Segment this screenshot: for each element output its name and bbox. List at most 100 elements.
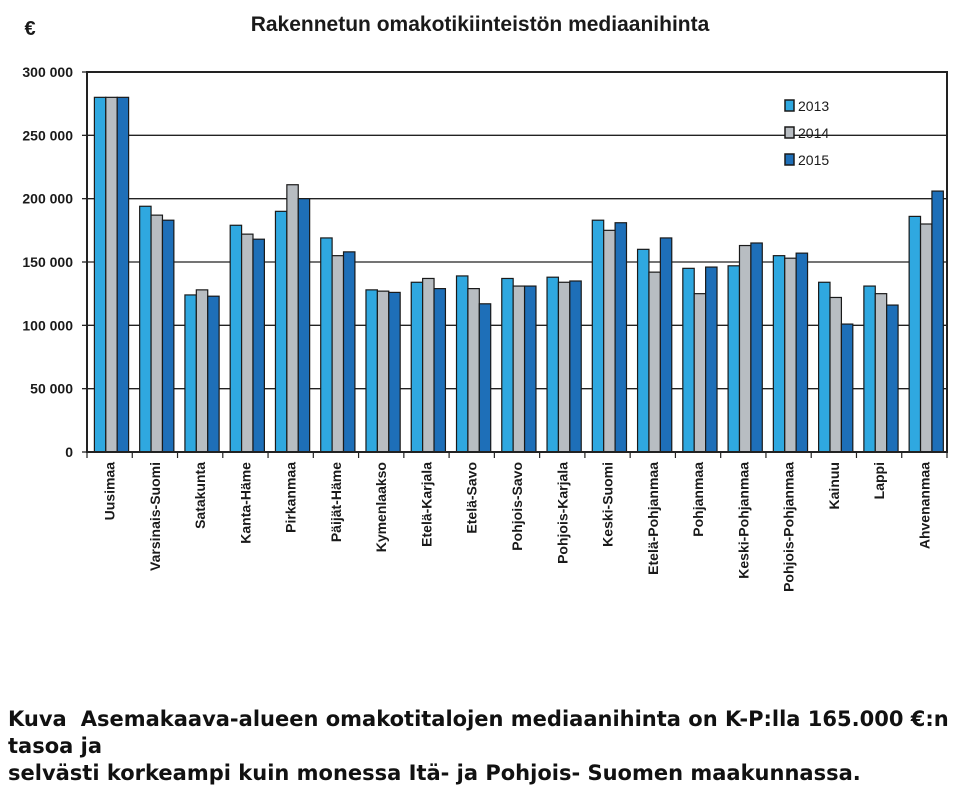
bar-2014 — [512, 285, 526, 453]
caption-text-1: Asemakaava-alueen omakotitalojen mediaan… — [8, 707, 949, 758]
bar-2014 — [738, 244, 752, 453]
bar-2014 — [874, 293, 888, 453]
bar-2015 — [433, 288, 447, 453]
bars — [86, 96, 948, 458]
figure-caption: Kuva Asemakaava-alueen omakotitalojen med… — [8, 706, 953, 787]
bar-2014 — [376, 290, 390, 453]
x-tick-label: Pohjanmaa — [690, 462, 706, 537]
bar-2014 — [240, 233, 254, 453]
bar-2015 — [297, 198, 311, 453]
bar-2014 — [829, 296, 843, 453]
bar-group — [365, 289, 401, 453]
bar-2013 — [636, 248, 650, 453]
bar-2013 — [727, 265, 741, 453]
y-tick-label: 250 000 — [22, 127, 73, 143]
x-tick-label: Varsinais-Suomi — [147, 462, 163, 571]
bar-group — [772, 252, 809, 453]
bar-2014 — [150, 214, 164, 453]
bar-group — [93, 96, 130, 453]
bar-2015 — [795, 252, 809, 453]
x-tick-label: Keski-Suomi — [600, 462, 616, 547]
y-tick-label: 300 000 — [22, 64, 73, 80]
y-tick-label: 150 000 — [22, 254, 73, 270]
legend-swatch-2013 — [784, 99, 795, 112]
bar-group — [546, 276, 582, 453]
bar-2015 — [614, 222, 628, 453]
legend-label-2013: 2013 — [798, 98, 829, 114]
y-axis-label: € — [24, 18, 35, 40]
bar-2014 — [784, 257, 797, 453]
plot-frame — [86, 71, 948, 453]
bar-2015 — [478, 303, 492, 453]
bar-2015 — [750, 242, 763, 453]
bar-group — [139, 205, 175, 453]
x-tick-label: Pohjois-Pohjanmaa — [781, 462, 797, 592]
bar-2015 — [523, 285, 537, 453]
bar-2014 — [603, 229, 616, 453]
x-tick-label: Pirkanmaa — [283, 462, 299, 533]
bar-2015 — [116, 96, 130, 453]
bar-2013 — [908, 215, 922, 453]
bar-group — [274, 184, 311, 453]
bar-2015 — [705, 266, 718, 453]
bar-2015 — [207, 295, 220, 453]
bar-group — [184, 289, 220, 453]
y-axis-ticks: 0 50 000 100 000 150 000 200 000 250 000 300 0… — [22, 64, 87, 460]
x-tick-label: Kymenlaakso — [373, 462, 389, 552]
bar-2015 — [252, 238, 265, 453]
y-tick-label: 50 000 — [30, 381, 73, 397]
legend-label-2014: 2014 — [798, 125, 829, 141]
bar-group — [229, 224, 265, 453]
bar-2015 — [569, 280, 582, 453]
bar-2013 — [682, 267, 695, 453]
bar-group — [818, 281, 854, 453]
bar-2013 — [863, 285, 876, 453]
bar-2015 — [342, 251, 356, 453]
bar-2014 — [648, 271, 661, 453]
bar-group — [908, 190, 944, 453]
legend-swatch-2014 — [784, 126, 795, 139]
x-tick-label: Keski-Pohjanmaa — [735, 462, 751, 579]
bar-2013 — [455, 275, 469, 453]
x-tick-label: Etelä-Savo — [464, 462, 480, 534]
y-tick-label: 100 000 — [22, 317, 73, 333]
bar-2014 — [693, 293, 707, 453]
bar-2013 — [410, 281, 424, 453]
bar-2015 — [840, 323, 854, 453]
bar-2014 — [105, 96, 118, 453]
bar-2015 — [161, 219, 175, 453]
bar-group — [410, 277, 447, 453]
x-tick-label: Päijät-Häme — [328, 462, 344, 542]
bar-2015 — [886, 304, 899, 453]
bar-2013 — [501, 277, 514, 453]
bar-group — [501, 277, 537, 453]
bar-2013 — [184, 294, 197, 453]
x-tick-label: Etelä-Pohjanmaa — [645, 462, 661, 575]
x-tick-label: Satakunta — [192, 462, 208, 529]
x-tick-label: Pohjois-Savo — [509, 462, 525, 551]
bar-2014 — [422, 277, 435, 453]
legend: 2013 2014 2015 — [784, 98, 829, 168]
bar-2013 — [274, 210, 288, 453]
caption-label: Kuva — [8, 707, 67, 731]
bar-2014 — [195, 289, 209, 453]
bar-2015 — [931, 190, 944, 453]
bar-group — [636, 237, 673, 453]
bar-group — [727, 242, 763, 453]
x-axis-labels: Uusimaa Varsinais-Suomi Satakunta Kanta-Häm… — [102, 462, 933, 592]
x-tick-label: Kanta-Häme — [237, 462, 253, 544]
bar-2013 — [139, 205, 152, 453]
x-tick-label: Pohjois-Karjala — [554, 462, 570, 564]
legend-label-2015: 2015 — [798, 152, 829, 168]
caption-line-1: Kuva Asemakaava-alueen omakotitalojen med… — [8, 706, 953, 760]
bar-group — [682, 266, 718, 453]
bar-2013 — [591, 219, 605, 453]
bar-2014 — [331, 255, 345, 453]
x-tick-label: Uusimaa — [102, 462, 118, 521]
bar-2013 — [320, 237, 333, 453]
bar-2013 — [93, 96, 107, 453]
bar-2013 — [818, 281, 831, 453]
bar-2013 — [772, 255, 786, 453]
bar-group — [455, 275, 492, 453]
bar-2015 — [659, 237, 673, 453]
